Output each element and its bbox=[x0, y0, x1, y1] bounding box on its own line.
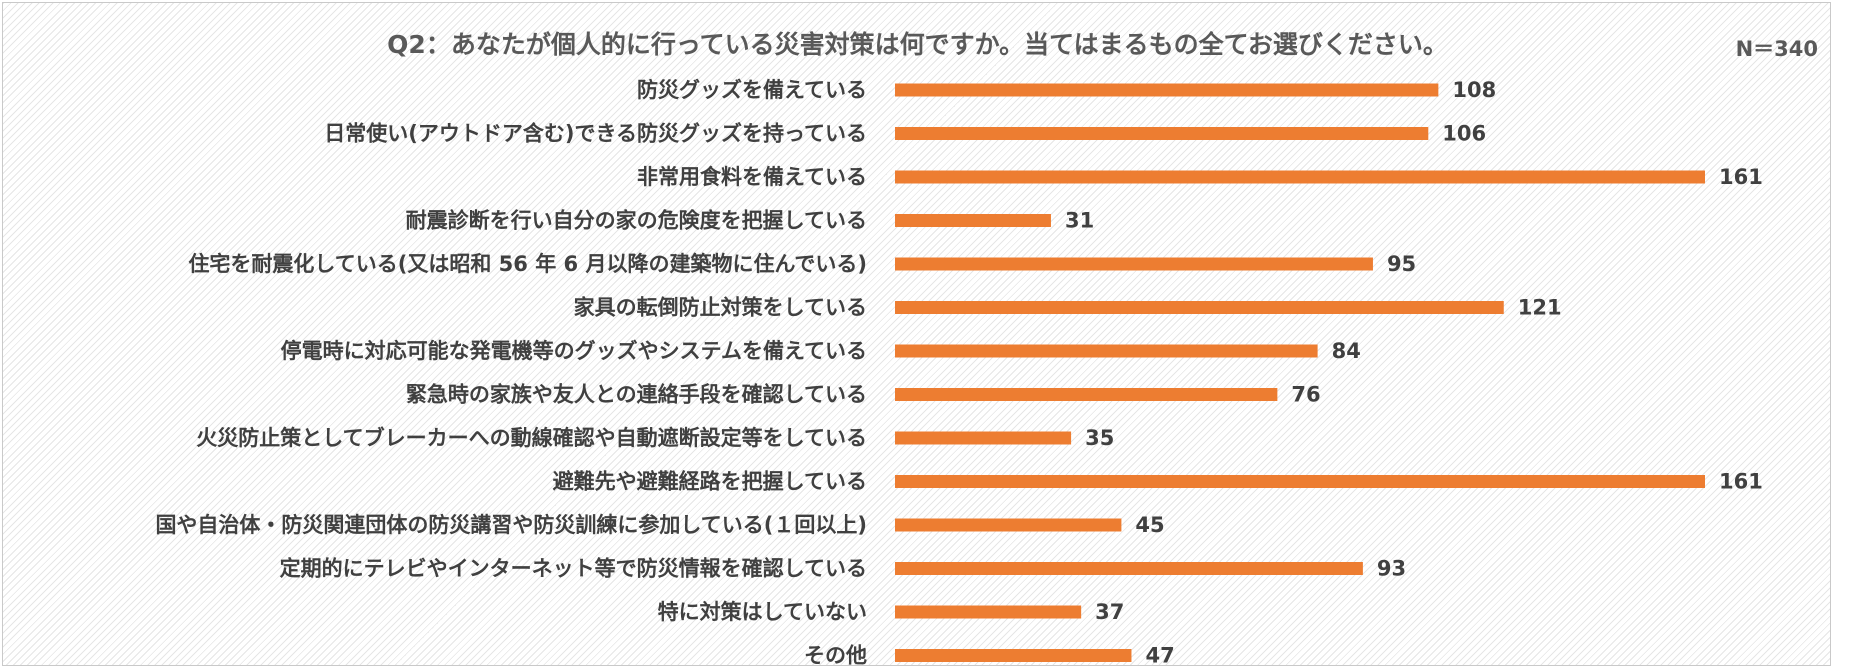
bar bbox=[895, 475, 1705, 488]
bar bbox=[895, 388, 1278, 401]
value-label: 121 bbox=[1518, 296, 1562, 320]
chart-title: Q2：あなたが個人的に行っている災害対策は何ですか。当てはまるもの全てお選びくだ… bbox=[387, 30, 1448, 59]
category-label: 住宅を耐震化している(又は昭和 56 年 6 月以降の建築物に住んでいる) bbox=[188, 252, 867, 276]
bar bbox=[895, 562, 1363, 575]
category-label: 家具の転倒防止対策をしている bbox=[574, 296, 867, 320]
bar bbox=[895, 518, 1122, 532]
category-label: 日常使い(アウトドア含む)できる防災グッズを持っている bbox=[324, 122, 867, 146]
category-label: その他 bbox=[804, 644, 867, 668]
value-label: 45 bbox=[1135, 513, 1164, 537]
category-label: 耐震診断を行い自分の家の危険度を把握している bbox=[406, 209, 867, 233]
value-label: 93 bbox=[1377, 557, 1406, 581]
category-label: 国や自治体・防災関連団体の防災講習や防災訓練に参加している(１回以上) bbox=[155, 513, 867, 537]
value-label: 37 bbox=[1095, 600, 1124, 624]
value-label: 106 bbox=[1442, 122, 1486, 146]
category-label: 防災グッズを備えている bbox=[637, 78, 867, 102]
bar bbox=[895, 83, 1439, 97]
value-label: 95 bbox=[1387, 252, 1416, 276]
value-label: 76 bbox=[1291, 383, 1320, 407]
category-label: 緊急時の家族や友人との連絡手段を確認している bbox=[406, 383, 867, 407]
bar bbox=[895, 344, 1318, 358]
bar bbox=[895, 257, 1373, 271]
bar bbox=[895, 431, 1072, 445]
value-label: 84 bbox=[1332, 339, 1361, 363]
sample-size-label: N＝340 bbox=[1735, 37, 1818, 61]
bar bbox=[895, 605, 1082, 619]
bar bbox=[895, 649, 1132, 662]
value-label: 47 bbox=[1145, 644, 1174, 668]
value-label: 35 bbox=[1085, 426, 1114, 450]
value-label: 108 bbox=[1452, 78, 1496, 102]
category-label: 特に対策はしていない bbox=[658, 600, 867, 624]
value-label: 161 bbox=[1719, 470, 1763, 494]
category-label: 火災防止策としてブレーカーへの動線確認や自動遮断設定等をしている bbox=[196, 426, 867, 450]
value-label: 31 bbox=[1065, 209, 1094, 233]
category-label: 避難先や避難経路を把握している bbox=[553, 470, 867, 494]
category-label: 非常用食料を備えている bbox=[637, 165, 867, 189]
category-label: 停電時に対応可能な発電機等のグッズやシステムを備えている bbox=[281, 339, 867, 363]
value-label: 161 bbox=[1719, 165, 1763, 189]
bar bbox=[895, 127, 1429, 140]
bar bbox=[895, 214, 1051, 227]
chart-area: Q2：あなたが個人的に行っている災害対策は何ですか。当てはまるもの全てお選びくだ… bbox=[2, 2, 1831, 666]
category-label: 定期的にテレビやインターネット等で防災情報を確認している bbox=[280, 557, 867, 581]
bar bbox=[895, 301, 1504, 314]
bar bbox=[895, 170, 1705, 184]
